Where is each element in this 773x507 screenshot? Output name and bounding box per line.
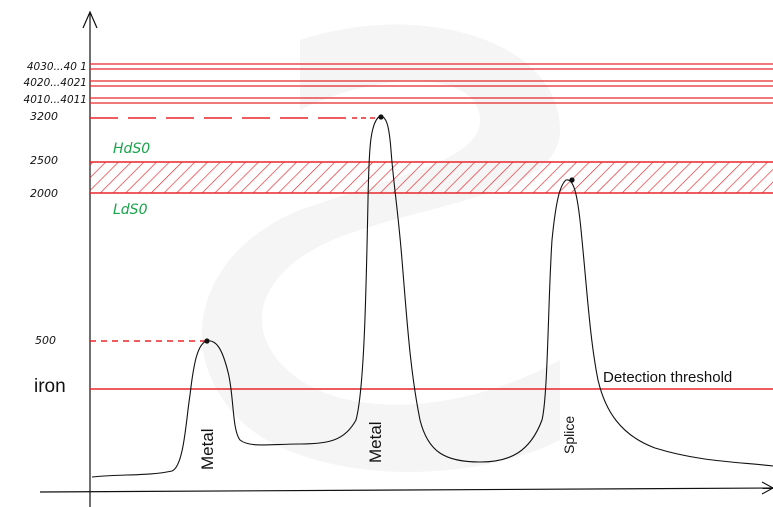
level-label-2000: 2000 [30,187,58,200]
signal-curve [91,115,773,478]
zone-high-label: HdS0 [113,141,151,157]
peak-dot-3200 [378,114,384,120]
level-label-4010: 4010...4011 [23,94,87,106]
iron-label: iron [34,376,66,397]
peak-dot-500 [204,338,210,344]
peak-dot-splice [569,177,575,183]
x-axis-arrow [761,481,773,495]
level-label-3200: 3200 [30,110,58,123]
level-label-4020: 4020...4021 [23,77,87,89]
level-lines-top [90,63,773,104]
watermark-logo [201,24,560,473]
hatched-zone [90,162,773,193]
level-label-2500: 2500 [30,154,58,167]
x-axis [39,487,773,493]
peak-label-metal-2: Metal [366,421,385,463]
level-label-500: 500 [35,334,56,347]
zone-low-label: LdS0 [113,202,148,218]
y-axis-arrow [82,10,98,29]
peak-label-splice: Splice [561,415,577,454]
level-label-4030: 4030...40 1 [26,61,87,73]
detection-threshold-label: Detection threshold [603,369,733,386]
peak-label-metal-1: Metal [198,428,217,470]
